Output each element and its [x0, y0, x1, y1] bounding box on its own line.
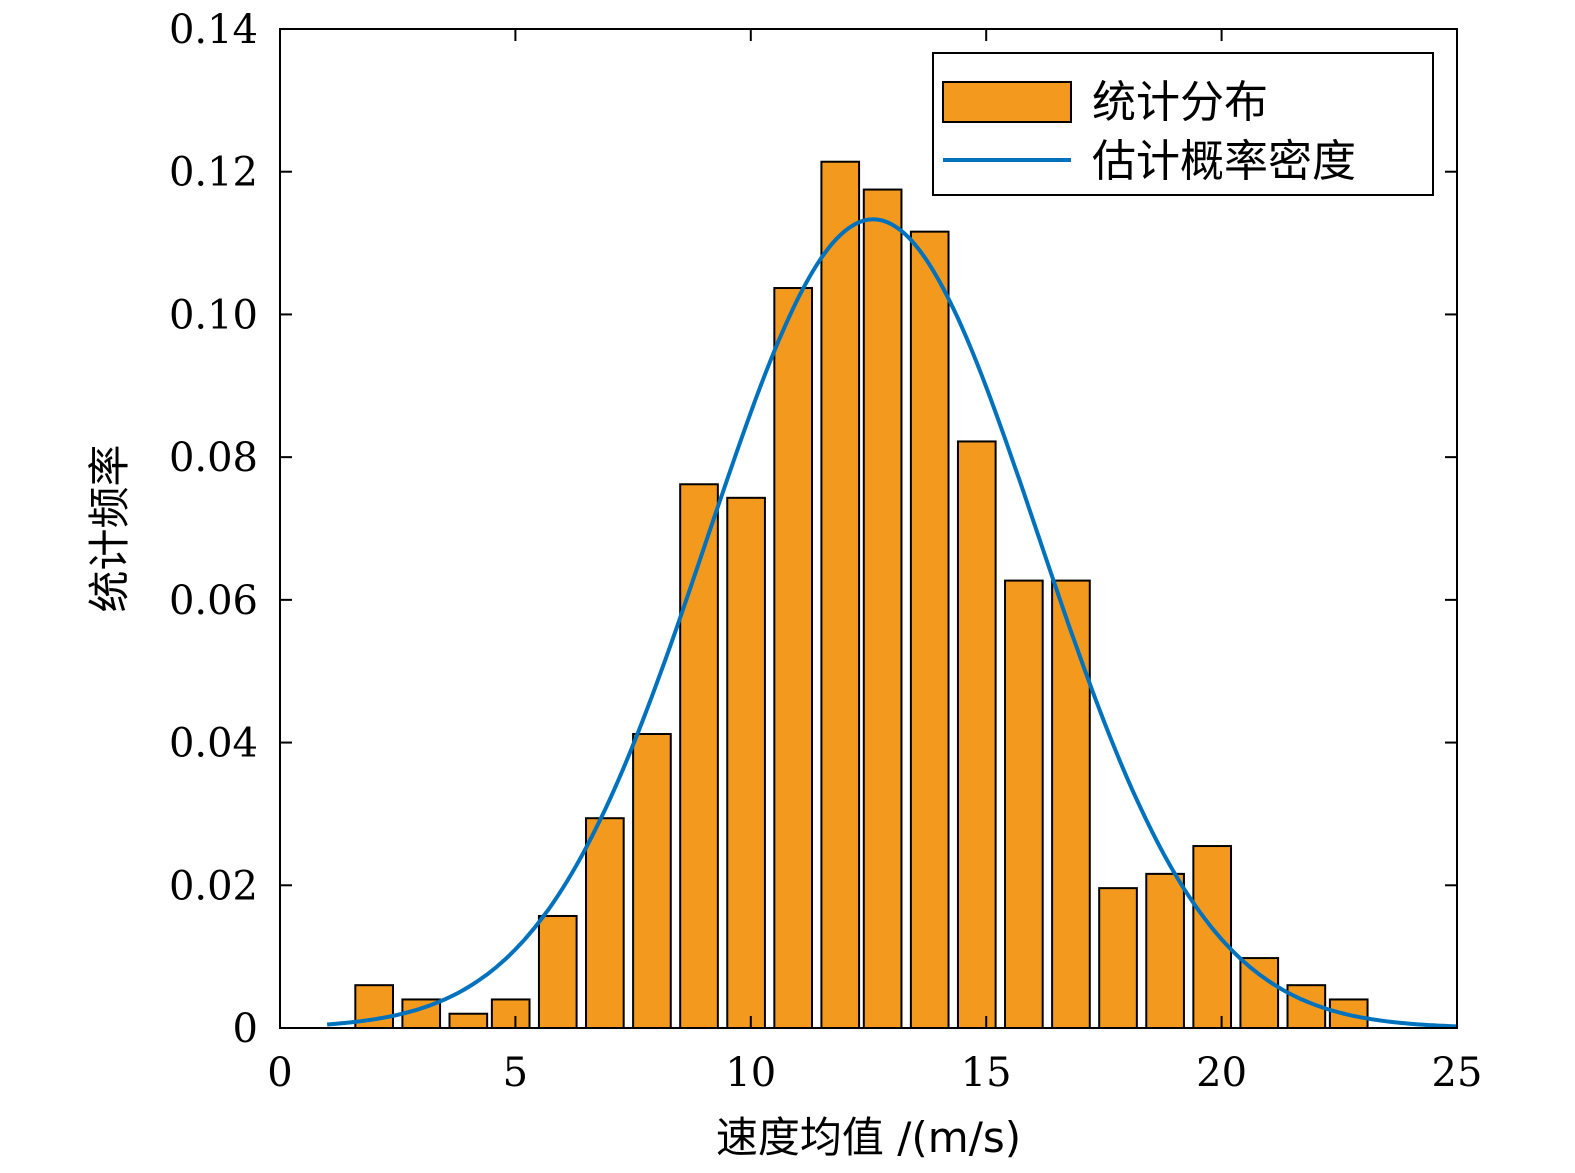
x-tick-label: 15: [961, 1050, 1012, 1096]
legend-swatch-bars: [942, 81, 1072, 123]
bar: [1098, 887, 1138, 1030]
x-tick-label: 5: [503, 1050, 528, 1096]
x-tick-label: 20: [1196, 1050, 1247, 1096]
bar: [1004, 579, 1044, 1029]
y-tick-label: 0.04: [169, 721, 258, 767]
bar: [585, 817, 625, 1030]
y-axis-label: 统计频率: [85, 444, 134, 612]
density-curve: [326, 217, 1458, 1029]
x-tick-label: 25: [1432, 1050, 1483, 1096]
bar: [909, 230, 950, 1029]
bar: [773, 287, 814, 1029]
bar: [820, 160, 861, 1029]
bar-series: [354, 160, 1369, 1030]
x-tick-labels: 0 5 10 15 20 25: [267, 1050, 1482, 1096]
legend: 统计分布 估计概率密度: [932, 52, 1434, 196]
legend-box: [932, 52, 1434, 196]
y-tick-labels: 0 0.02 0.04 0.06 0.08 0.10 0.12 0.14: [169, 7, 258, 1052]
y-tick-label: 0.12: [169, 150, 258, 196]
y-tick-label: 0: [233, 1006, 258, 1052]
axis-ticks: [279, 28, 1458, 1029]
bar: [1145, 872, 1185, 1030]
bar: [537, 914, 578, 1030]
x-axis-label: 速度均值 /(m/s): [716, 1113, 1021, 1162]
y-tick-label: 0.08: [169, 435, 258, 481]
bar: [490, 998, 531, 1030]
y-tick-label: 0.14: [169, 7, 258, 53]
y-tick-label: 0.10: [169, 292, 258, 338]
bar: [632, 733, 672, 1029]
legend-label-bars: 统计分布: [1092, 77, 1268, 128]
bar: [1192, 845, 1233, 1030]
y-tick-label: 0.02: [169, 863, 258, 909]
plot-frame: [279, 28, 1458, 1029]
bar: [448, 1012, 489, 1030]
y-tick-label: 0.06: [169, 578, 258, 624]
bar: [726, 496, 766, 1030]
bar: [1051, 579, 1091, 1029]
legend-label-curve: 估计概率密度: [1092, 136, 1356, 187]
bar: [956, 440, 997, 1029]
x-tick-label: 0: [267, 1050, 292, 1096]
x-tick-label: 10: [725, 1050, 776, 1096]
bar: [862, 188, 903, 1029]
bar: [1239, 957, 1280, 1030]
